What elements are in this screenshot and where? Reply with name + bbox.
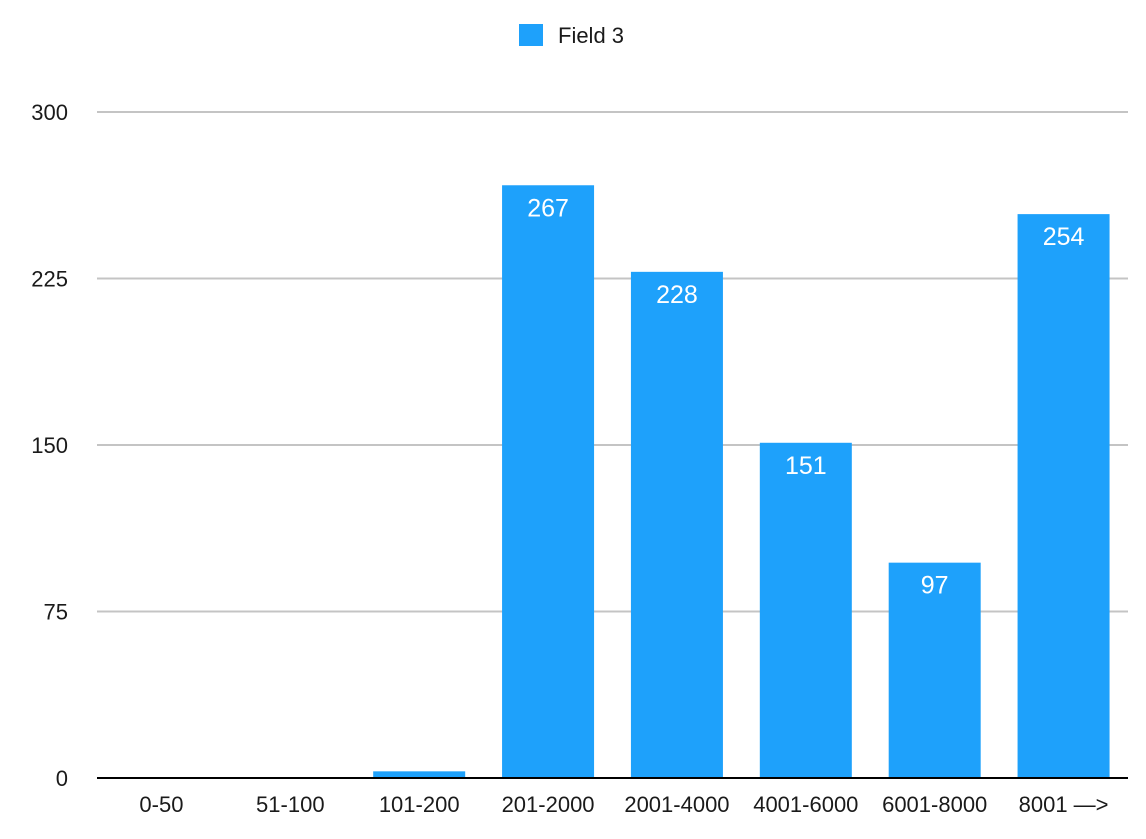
bar [502,185,595,778]
bar [759,442,852,778]
y-tick-label: 300 [31,100,68,125]
bar-data-label: 267 [527,194,569,222]
x-tick-label: 4001-6000 [753,792,858,817]
legend-label: Field 3 [558,23,624,48]
x-tick-label: 8001 —> [1019,792,1109,817]
bars [373,185,1110,778]
y-tick-label: 150 [31,433,68,458]
gridlines [97,111,1128,613]
legend: Field 3 [519,23,624,48]
bar-data-labels: 267 228 151 97 254 [527,194,1084,599]
y-tick-label: 225 [31,267,68,292]
x-tick-label: 51-100 [256,792,325,817]
bar-data-label: 254 [1043,223,1085,251]
y-tick-label: 75 [44,600,68,625]
y-tick-label: 0 [56,766,68,791]
x-tick-label: 101-200 [379,792,460,817]
bar-data-label: 97 [921,572,949,600]
x-axis-tick-labels: 0-50 51-100 101-200 201-2000 2001-4000 4001-6… [139,792,1108,817]
legend-swatch [519,24,543,46]
bar [373,771,466,778]
bar [1017,214,1110,778]
bar [630,271,723,778]
x-tick-label: 2001-4000 [624,792,729,817]
x-tick-label: 201-2000 [502,792,595,817]
x-tick-label: 0-50 [139,792,183,817]
bar-data-label: 151 [785,452,827,480]
bar-data-label: 228 [656,281,698,309]
y-axis-tick-labels: 0 75 150 225 300 [31,100,68,791]
x-tick-label: 6001-8000 [882,792,987,817]
bar [888,562,981,778]
